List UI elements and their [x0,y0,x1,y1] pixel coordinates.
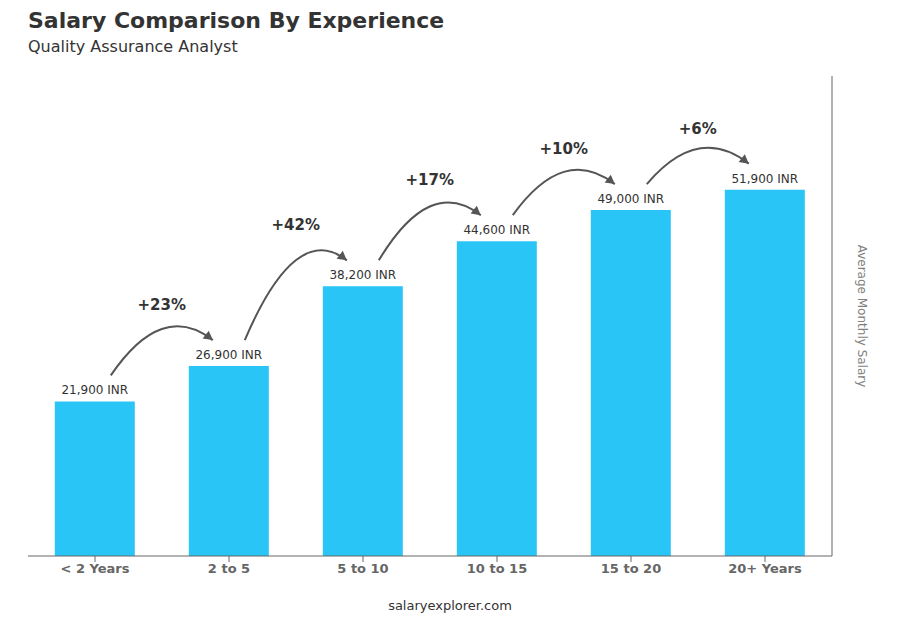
svg-text:+6%: +6% [679,120,717,138]
svg-text:+42%: +42% [272,216,320,234]
svg-text:Average Monthly Salary: Average Monthly Salary [855,245,869,388]
svg-text:5 to 10: 5 to 10 [337,561,388,576]
svg-text:49,000 INR: 49,000 INR [597,192,664,206]
html-text:Salary Comparison By Experienc: Salary Comparison By Experience [28,8,445,33]
svg-text:44,600 INR: 44,600 INR [463,223,530,237]
svg-text:38,200 INR: 38,200 INR [329,268,396,282]
svg-text:+10%: +10% [540,140,588,158]
svg-text:26,900 INR: 26,900 INR [195,348,262,362]
svg-text:10 to 15: 10 to 15 [467,561,527,576]
svg-text:< 2 Years: < 2 Years [61,561,130,576]
svg-text:21,900 INR: 21,900 INR [61,383,128,397]
html-text:Quality Assurance Analyst: Quality Assurance Analyst [28,37,238,56]
svg-text:20+ Years: 20+ Years [728,561,802,576]
svg-text:+23%: +23% [138,296,186,314]
svg-text:+17%: +17% [406,171,454,189]
svg-text:51,900 INR: 51,900 INR [731,172,798,186]
svg-text:15 to 20: 15 to 20 [601,561,661,576]
html-text:salaryexplorer.com: salaryexplorer.com [388,598,512,613]
svg-text:2 to 5: 2 to 5 [208,561,250,576]
